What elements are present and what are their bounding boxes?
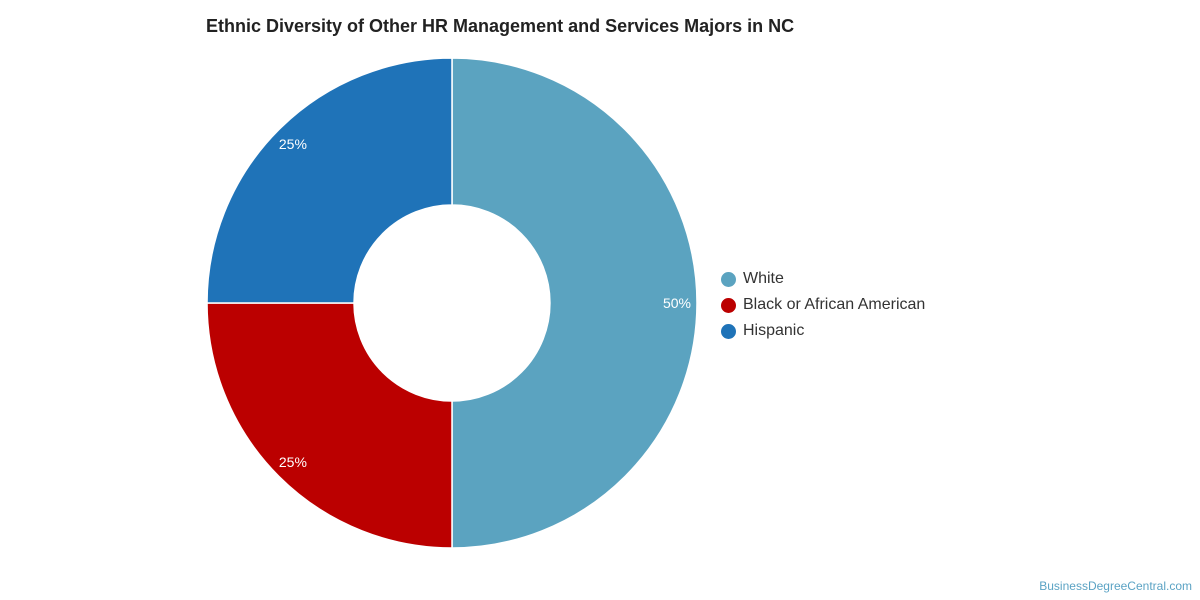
slice-value-label: 25% [279, 136, 307, 152]
donut-slice-white[interactable] [451, 57, 698, 549]
donut-slice-black-or-african-american[interactable] [206, 302, 453, 549]
legend-label: Hispanic [743, 322, 805, 339]
legend-item-white[interactable]: White [721, 266, 925, 292]
site-credit[interactable]: BusinessDegreeCentral.com [1039, 579, 1192, 593]
donut-slice-hispanic[interactable] [206, 57, 453, 304]
legend-label: Black or African American [743, 296, 926, 313]
legend-item-black-or-african-american[interactable]: Black or African American [721, 292, 925, 318]
legend-label: White [743, 270, 784, 287]
slice-value-label: 50% [663, 295, 691, 311]
legend-swatch [721, 271, 736, 287]
slice-value-label: 25% [279, 454, 307, 470]
legend-swatch [721, 297, 736, 313]
chart-title: Ethnic Diversity of Other HR Management … [206, 16, 795, 36]
legend-swatch [721, 323, 736, 339]
chart-legend: White Black or African American Hispanic [721, 266, 925, 344]
legend-item-hispanic[interactable]: Hispanic [721, 318, 925, 344]
